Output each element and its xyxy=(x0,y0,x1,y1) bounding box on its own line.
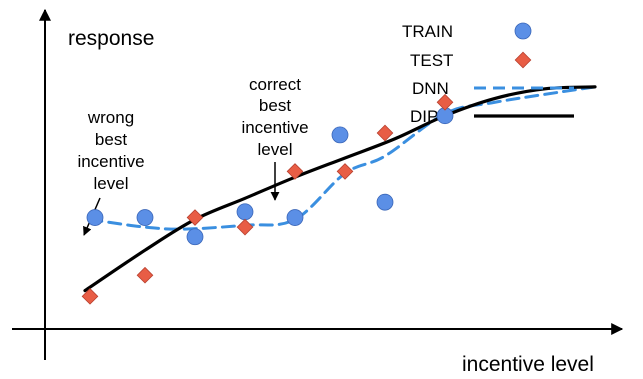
series-line-dipn xyxy=(83,85,597,293)
data-point-train-1 xyxy=(136,209,154,226)
legend-swatch-train xyxy=(514,22,532,40)
data-point-train-5 xyxy=(331,126,349,144)
data-point-train-0 xyxy=(86,209,104,226)
annotation-correct-line-4: level xyxy=(258,140,293,159)
annotation-correct-line-2: best xyxy=(259,96,291,115)
annotation-correct-line-1: correct xyxy=(249,75,301,94)
data-point-train-6 xyxy=(376,193,394,211)
legend-label-test: TEST xyxy=(410,51,453,70)
data-point-test-6 xyxy=(376,124,394,142)
x-axis-title: incentive level xyxy=(462,353,594,376)
y-axis-title: response xyxy=(68,27,154,50)
legend-label-train: TRAIN xyxy=(402,22,453,41)
data-point-test-4 xyxy=(286,163,304,180)
legend-swatch-test xyxy=(514,51,532,69)
data-point-train-4 xyxy=(286,209,304,226)
annotation-wrong-line-2: best xyxy=(95,130,127,149)
data-point-test-5 xyxy=(336,163,354,180)
annotation-wrong-line-1: wrong xyxy=(87,108,134,127)
plot-lines xyxy=(83,85,597,293)
plot-points xyxy=(81,93,454,305)
data-point-test-2 xyxy=(186,209,204,226)
data-point-test-7 xyxy=(436,93,454,111)
data-point-train-2 xyxy=(186,228,204,246)
annotation-wrong-line-3: incentive xyxy=(77,152,144,171)
series-line-dnn xyxy=(88,85,597,231)
data-point-test-1 xyxy=(136,266,154,284)
legend-label-dnn: DNN xyxy=(412,79,449,98)
annotation-correct-line-3: incentive xyxy=(241,118,308,137)
annotation-wrong-line-4: level xyxy=(94,174,129,193)
data-point-test-3 xyxy=(236,218,254,236)
data-point-test-0 xyxy=(81,287,99,305)
annotations: wrong best incentive level correct best … xyxy=(77,75,309,236)
data-point-train-3 xyxy=(236,203,254,221)
legend-swatches xyxy=(474,22,574,118)
